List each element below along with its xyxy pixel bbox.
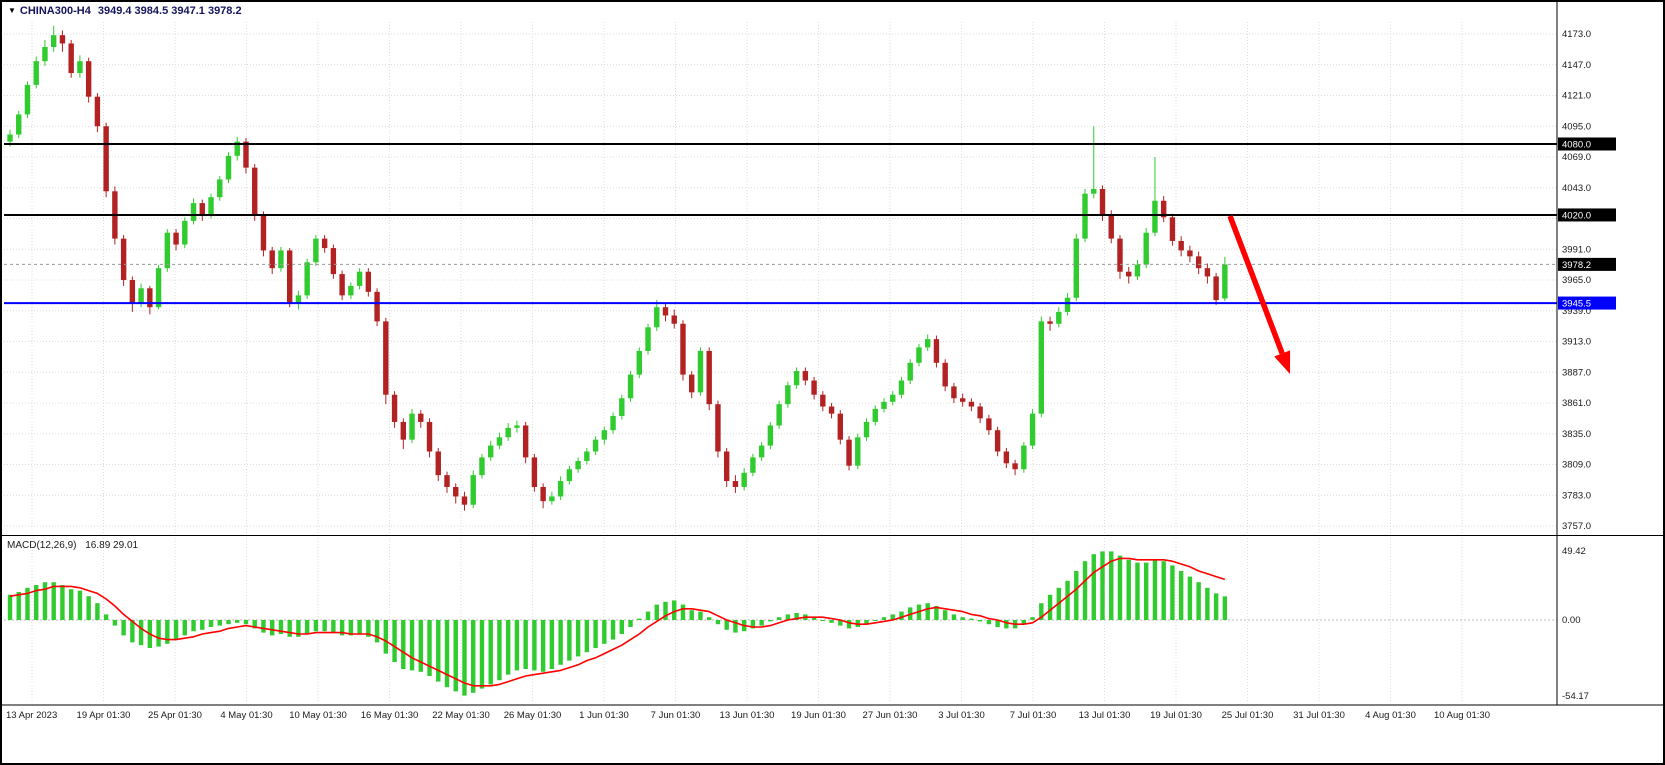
date-axis-label: 26 May 01:30 bbox=[504, 710, 562, 721]
price-axis-label: 4147.0 bbox=[1562, 60, 1591, 71]
date-axis-label: 25 Apr 01:30 bbox=[148, 710, 202, 721]
date-axis-label: 7 Jun 01:30 bbox=[651, 710, 701, 721]
price-axis-label: 4043.0 bbox=[1562, 183, 1591, 194]
price-tag-label: 4080.0 bbox=[1562, 139, 1591, 150]
date-axis-label: 1 Jun 01:30 bbox=[579, 710, 629, 721]
price-tag bbox=[1558, 257, 1616, 271]
chart-title: ▼ CHINA300-H4 3949.4 3984.5 3947.1 3978.… bbox=[8, 5, 242, 17]
date-axis-label: 10 Aug 01:30 bbox=[1434, 710, 1490, 721]
price-axis-label: 4069.0 bbox=[1562, 152, 1591, 163]
symbol-label: CHINA300-H4 bbox=[19, 5, 91, 17]
price-axis-label: 3809.0 bbox=[1562, 460, 1591, 471]
date-axis-label: 19 Apr 01:30 bbox=[77, 710, 131, 721]
price-tag-label: 3978.2 bbox=[1562, 260, 1591, 271]
date-axis-label: 3 Jul 01:30 bbox=[938, 710, 984, 721]
price-axis-label: 3757.0 bbox=[1562, 521, 1591, 532]
candles-layer bbox=[7, 25, 1228, 511]
date-axis-label: 7 Jul 01:30 bbox=[1010, 710, 1056, 721]
macd-indicator-values: 16.89 29.01 bbox=[85, 540, 139, 551]
price-axis-label: 3913.0 bbox=[1562, 337, 1591, 348]
price-axis-label: 3887.0 bbox=[1562, 367, 1591, 378]
date-axis-label: 31 Jul 01:30 bbox=[1293, 710, 1345, 721]
macd-axis-label: -54.17 bbox=[1562, 691, 1589, 702]
price-tag bbox=[1558, 208, 1616, 222]
macd-indicator-name: MACD(12,26,9) bbox=[7, 540, 77, 551]
trend-arrow-head bbox=[1274, 350, 1291, 374]
price-axis-label: 3939.0 bbox=[1562, 306, 1591, 317]
price-axis-label: 4095.0 bbox=[1562, 121, 1591, 132]
date-axis-label: 19 Jun 01:30 bbox=[791, 710, 846, 721]
date-axis-label: 4 Aug 01:30 bbox=[1365, 710, 1416, 721]
date-axis-label: 13 Jun 01:30 bbox=[720, 710, 775, 721]
price-tag bbox=[1558, 296, 1616, 310]
price-tag bbox=[1558, 137, 1616, 151]
macd-axis-label: 49.42 bbox=[1562, 546, 1586, 557]
date-axis-label: 27 Jun 01:30 bbox=[863, 710, 918, 721]
macd-signal-line bbox=[9, 557, 1226, 687]
date-axis-label: 22 May 01:30 bbox=[432, 710, 490, 721]
price-axis-label: 3991.0 bbox=[1562, 244, 1591, 255]
price-axis-label: 3835.0 bbox=[1562, 429, 1591, 440]
date-axis-label: 13 Jul 01:30 bbox=[1079, 710, 1131, 721]
trend-arrow[interactable] bbox=[1227, 215, 1285, 355]
date-axis-label: 13 Apr 2023 bbox=[6, 710, 57, 721]
price-axis-label: 4121.0 bbox=[1562, 91, 1591, 102]
symbol-dropdown-icon[interactable]: ▼ bbox=[8, 6, 16, 15]
macd-axis-label: 0.00 bbox=[1562, 615, 1581, 626]
price-tag-label: 3945.5 bbox=[1562, 299, 1591, 310]
price-axis-label: 3965.0 bbox=[1562, 275, 1591, 286]
date-axis-label: 25 Jul 01:30 bbox=[1222, 710, 1274, 721]
date-axis-label: 16 May 01:30 bbox=[361, 710, 419, 721]
date-axis-label: 19 Jul 01:30 bbox=[1150, 710, 1202, 721]
price-tag-label: 4020.0 bbox=[1562, 210, 1591, 221]
date-axis-label: 4 May 01:30 bbox=[220, 710, 272, 721]
price-axis-label: 3783.0 bbox=[1562, 490, 1591, 501]
macd-layer bbox=[7, 551, 1228, 696]
macd-label: MACD(12,26,9) 16.89 29.01 bbox=[7, 540, 138, 551]
price-axis-label: 4173.0 bbox=[1562, 29, 1591, 40]
ohlc-values: 3949.4 3984.5 3947.1 3978.2 bbox=[97, 5, 242, 17]
price-axis-label: 3861.0 bbox=[1562, 398, 1591, 409]
grid-layer bbox=[4, 22, 1557, 703]
date-axis-label: 10 May 01:30 bbox=[289, 710, 347, 721]
